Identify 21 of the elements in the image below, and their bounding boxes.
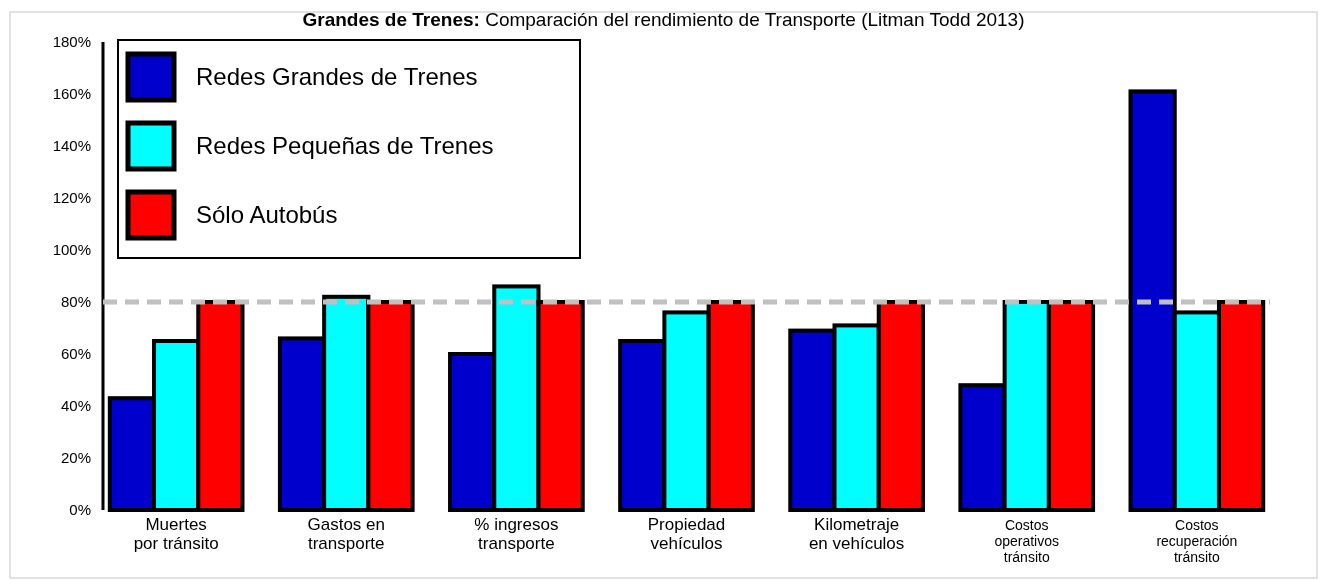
x-tick-label: Gastos en transporte xyxy=(307,515,386,553)
y-tick-label: 0% xyxy=(69,501,91,519)
y-tick-label: 60% xyxy=(60,345,91,363)
legend-label: Redes Grandes de Trenes xyxy=(196,63,478,91)
y-tick-label: 180% xyxy=(52,33,91,51)
legend-label: Sólo Autobús xyxy=(196,201,338,229)
y-tick-label: 20% xyxy=(60,449,91,467)
y-tick-label: 80% xyxy=(60,293,91,311)
x-tick-label: Muertes por tránsito xyxy=(133,515,219,553)
y-tick-label: 160% xyxy=(52,85,91,103)
x-tick-label: % ingresos transporte xyxy=(474,515,559,553)
y-tick-label: 100% xyxy=(52,241,91,259)
legend-label: Redes Pequeñas de Trenes xyxy=(196,132,494,160)
x-tick-label: Costos operativos tránsito xyxy=(994,517,1060,565)
y-tick-label: 40% xyxy=(60,397,91,415)
x-tick-label: Costos recuperación tránsito xyxy=(1156,517,1238,565)
y-tick-label: 140% xyxy=(52,137,91,155)
x-tick-label: Propiedad vehículos xyxy=(647,515,726,553)
chart-title: Grandes de Trenes: Comparación del rendimiento de Transporte (Litman Todd 2013) xyxy=(302,9,1025,30)
y-tick-label: 120% xyxy=(52,189,91,207)
x-tick-label: Kilometraje en vehículos xyxy=(808,515,905,553)
